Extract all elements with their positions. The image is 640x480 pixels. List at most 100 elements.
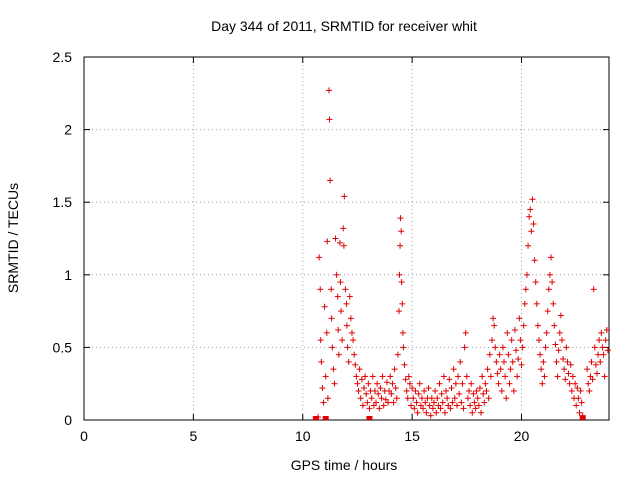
data-point: [394, 351, 401, 358]
data-point: [485, 395, 492, 402]
data-point: [352, 361, 359, 368]
data-point: [339, 337, 346, 344]
data-point: [346, 293, 353, 300]
data-point: [322, 373, 329, 380]
data-point: [586, 387, 593, 394]
data-point: [364, 399, 371, 406]
data-point: [575, 395, 582, 402]
data-point: [363, 390, 370, 397]
y-axis-label: SRMTID / TECUs: [5, 183, 21, 293]
x-tick-label: 10: [295, 428, 311, 444]
data-point: [351, 351, 358, 358]
data-point: [331, 380, 338, 387]
data-point: [321, 303, 328, 310]
data-point: [418, 395, 425, 402]
data-point: [540, 358, 547, 365]
data-point: [366, 405, 373, 412]
data-point: [523, 271, 530, 278]
data-point: [566, 380, 573, 387]
data-point: [595, 351, 602, 358]
data-point: [462, 329, 469, 336]
data-point: [478, 409, 485, 416]
data-point-cluster: [322, 416, 329, 420]
data-point: [590, 286, 597, 293]
data-point: [555, 347, 562, 354]
data-point: [497, 366, 504, 373]
data-point: [333, 271, 340, 278]
data-point: [371, 387, 378, 394]
data-point: [393, 395, 400, 402]
data-point: [416, 380, 423, 387]
data-point: [388, 390, 395, 397]
data-point: [534, 322, 541, 329]
data-point: [357, 395, 364, 402]
data-point: [320, 399, 327, 406]
data-point: [602, 337, 609, 344]
data-point: [598, 329, 605, 336]
data-point: [413, 399, 420, 406]
data-point: [420, 405, 427, 412]
data-point: [567, 361, 574, 368]
data-point: [464, 395, 471, 402]
data-point: [603, 326, 610, 333]
data-point: [514, 373, 521, 380]
data-point: [330, 366, 337, 373]
data-point: [425, 385, 432, 392]
data-point-cluster: [312, 416, 319, 420]
data-point: [422, 399, 429, 406]
data-point: [428, 395, 435, 402]
data-point: [457, 358, 464, 365]
data-point: [517, 337, 524, 344]
data-point: [592, 361, 599, 368]
data-point: [439, 399, 446, 406]
data-point: [337, 279, 344, 286]
data-point: [328, 315, 335, 322]
data-point: [551, 322, 558, 329]
data-point: [529, 196, 536, 203]
data-point: [437, 405, 444, 412]
data-point: [531, 257, 538, 264]
data-point: [475, 402, 482, 409]
data-point: [326, 87, 332, 94]
data-point: [335, 351, 342, 358]
data-point: [390, 399, 397, 406]
data-point: [467, 402, 474, 409]
data-point: [455, 373, 462, 380]
data-point: [541, 373, 548, 380]
data-point: [374, 380, 381, 387]
data-point: [471, 399, 478, 406]
data-point: [463, 373, 470, 380]
data-point: [504, 329, 511, 336]
data-point: [530, 220, 537, 227]
data-point: [576, 409, 583, 416]
data-point: [359, 402, 366, 409]
data-point: [503, 395, 510, 402]
data-point: [492, 344, 499, 351]
data-point: [377, 385, 384, 392]
data-point: [350, 337, 357, 344]
data-point: [411, 405, 418, 412]
data-point: [502, 373, 509, 380]
grid-lines: [84, 57, 609, 420]
data-point: [451, 395, 458, 402]
data-point: [326, 116, 333, 123]
data-point: [327, 177, 334, 184]
data-point: [400, 344, 407, 351]
data-point: [488, 337, 495, 344]
data-point: [548, 254, 555, 261]
data-point: [484, 366, 491, 373]
y-tick-labels: 0 0.5 1 1.5 2 2.5: [53, 49, 73, 428]
data-point: [596, 337, 603, 344]
data-point: [405, 373, 412, 380]
data-point: [415, 390, 422, 397]
data-point: [543, 329, 550, 336]
data-point: [506, 380, 513, 387]
data-point: [544, 308, 551, 315]
data-point: [564, 358, 571, 365]
data-point: [387, 373, 394, 380]
data-point: [546, 271, 553, 278]
data-point: [447, 405, 454, 412]
data-point: [345, 358, 352, 365]
data-point: [522, 286, 529, 293]
